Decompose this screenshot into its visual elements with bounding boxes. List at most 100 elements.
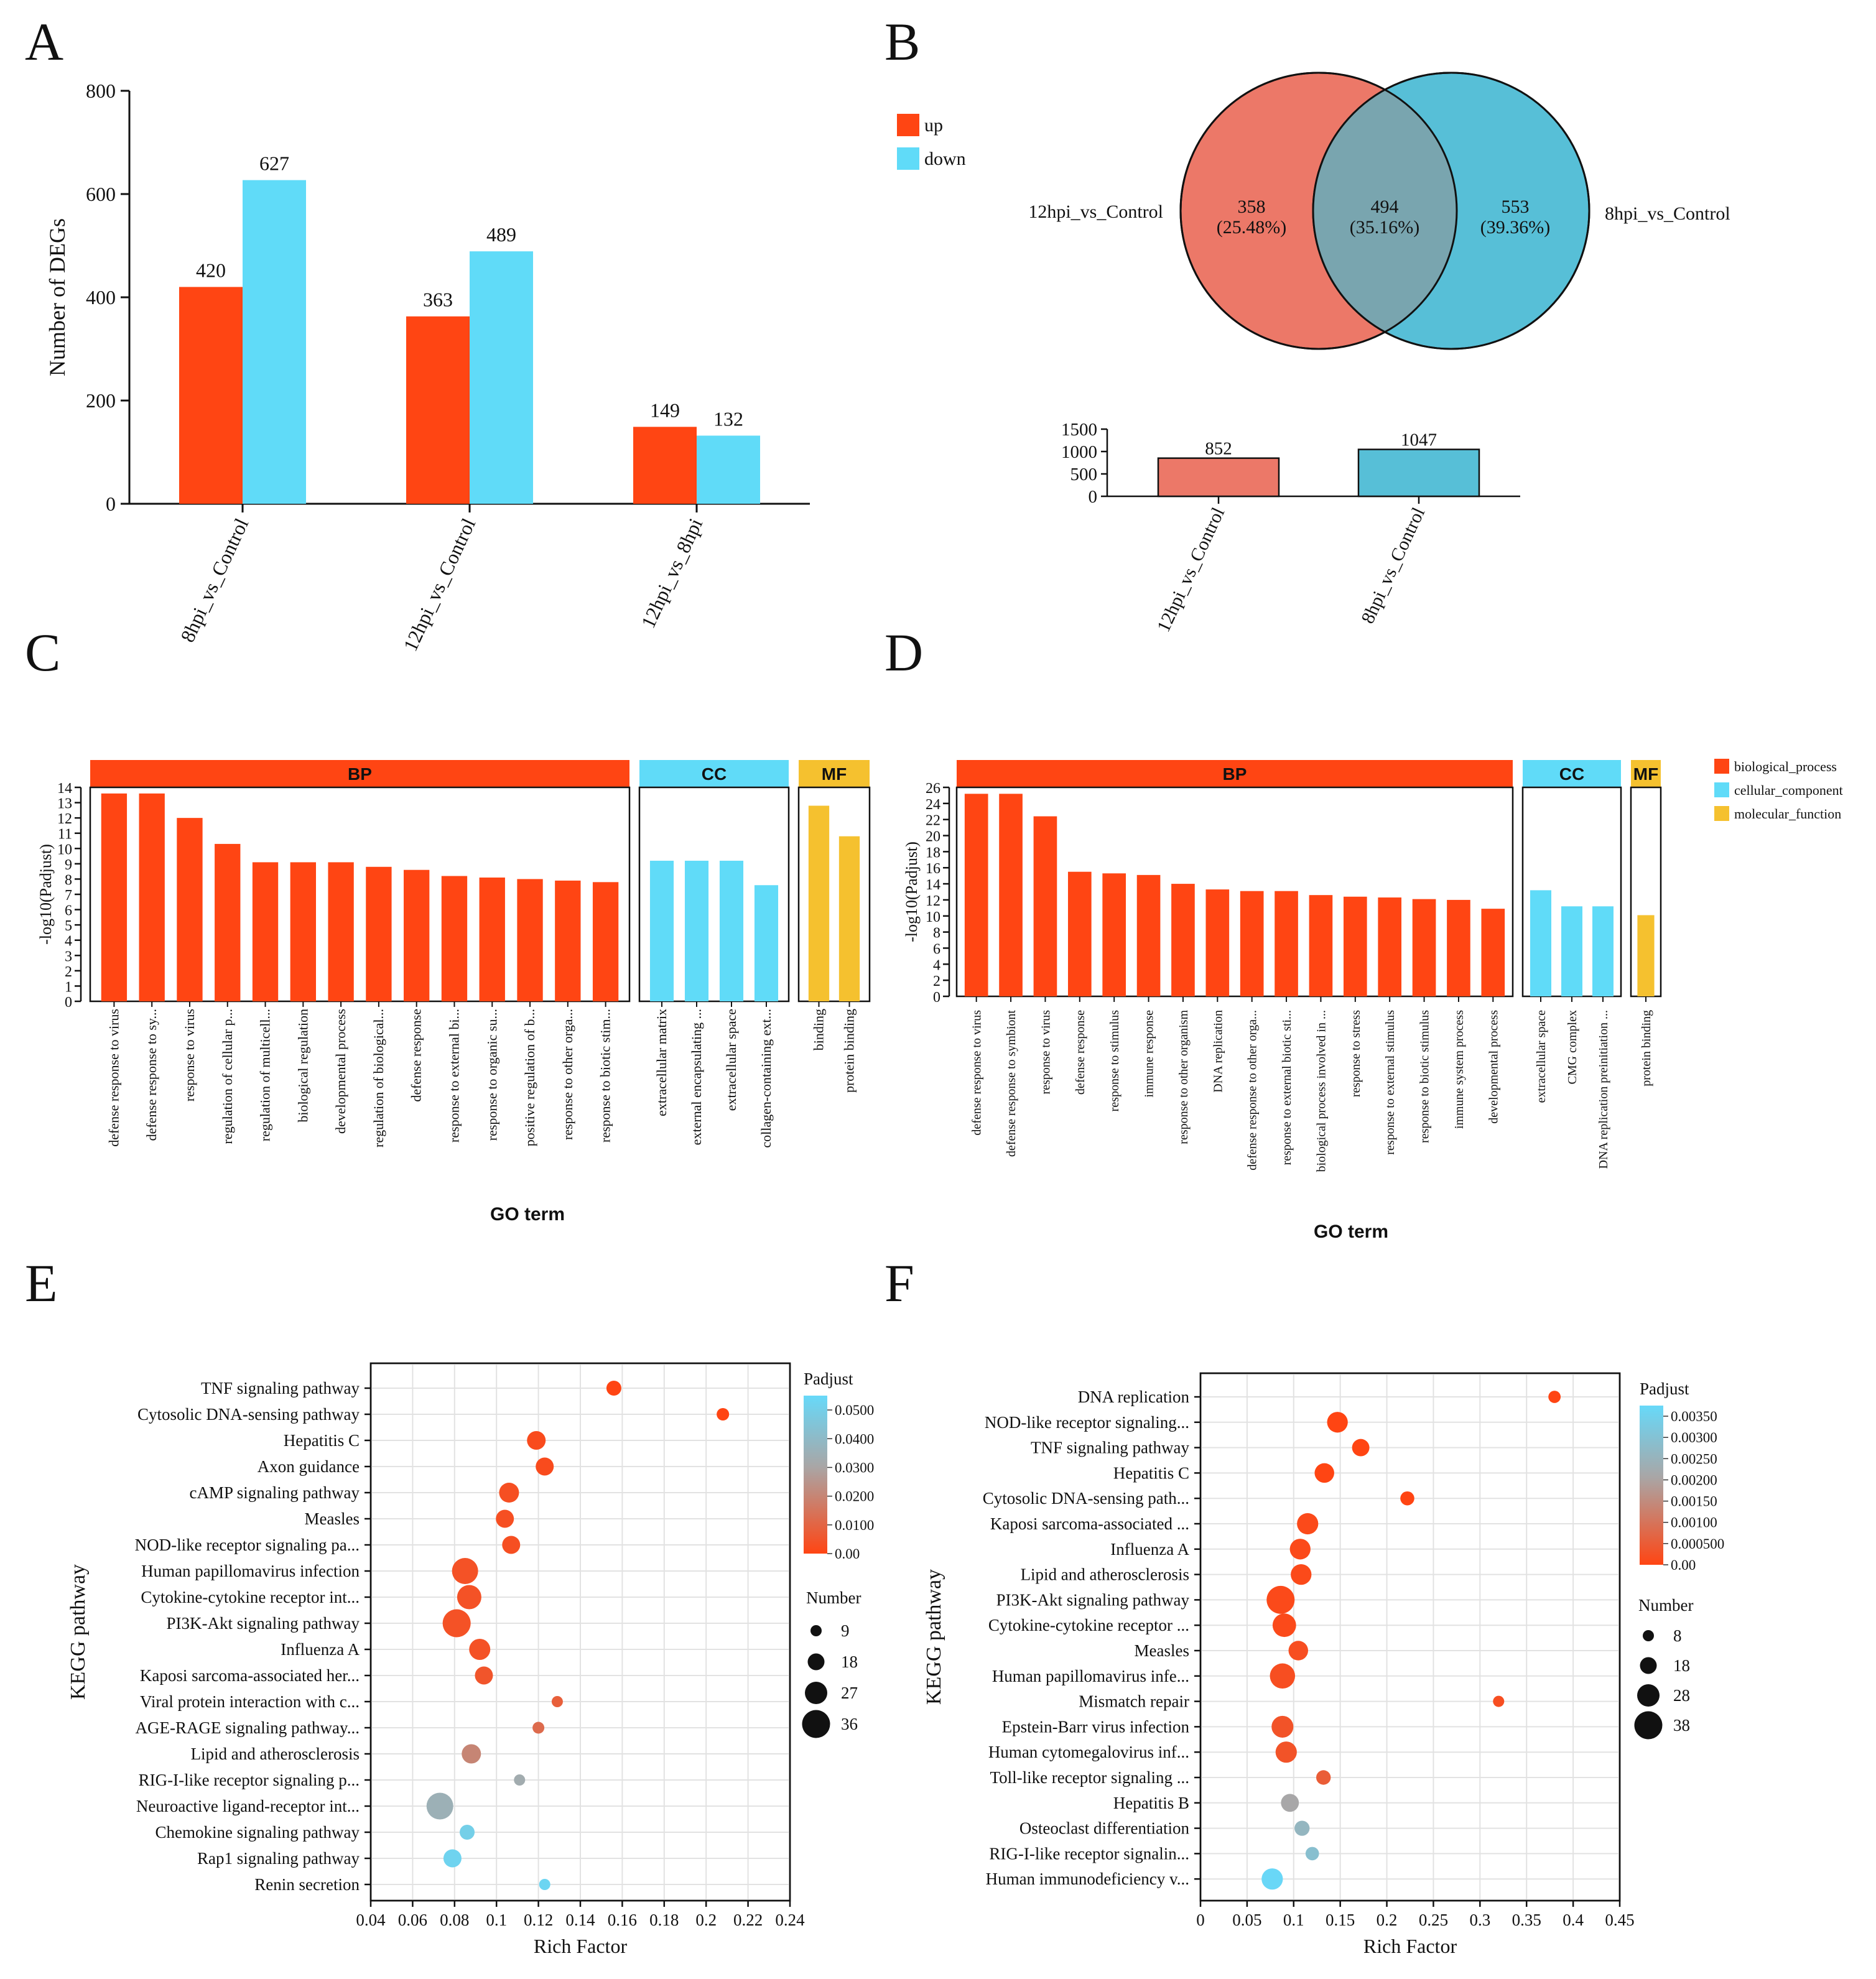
bubble-point — [442, 1609, 471, 1638]
y-tick-label: 3 — [65, 948, 72, 965]
go-term-label: CMG complex — [1566, 1010, 1579, 1084]
y-tick-label: 13 — [57, 796, 72, 812]
color-legend-label: 0.00300 — [1671, 1430, 1717, 1445]
go-bar-CC — [754, 885, 779, 1001]
size-legend-circle — [1640, 1657, 1657, 1674]
color-legend-label: 0.00150 — [1671, 1494, 1717, 1509]
bubble-point — [1291, 1564, 1312, 1585]
pathway-label: Viral protein interaction with c... — [140, 1692, 360, 1711]
go-term-label: response to external bi... — [446, 1009, 462, 1142]
x-tick-label: 0.16 — [608, 1911, 637, 1929]
go-bar-BP — [441, 876, 468, 1001]
y-axis-title: Number of DEGs — [45, 218, 70, 376]
bubble-point — [1316, 1770, 1331, 1785]
size-legend-label: 9 — [841, 1621, 850, 1640]
go-bar-BP — [1102, 873, 1126, 996]
bubble-point — [514, 1774, 526, 1786]
go-bar-BP — [1205, 889, 1230, 996]
size-legend-circle — [807, 1653, 825, 1671]
set-size-y-tick-label: 500 — [1070, 465, 1098, 484]
facet-header-BP — [90, 760, 629, 787]
x-tick-label: 0.45 — [1605, 1911, 1634, 1929]
legend-swatch-biological_process — [1714, 759, 1729, 774]
pathway-label: Cytosolic DNA-sensing pathway — [137, 1405, 360, 1424]
y-tick-label: 14 — [57, 781, 72, 797]
bar-value-label: 149 — [650, 399, 680, 421]
x-tick-label: 0.08 — [440, 1911, 469, 1929]
pathway-label: Hepatitis C — [1113, 1463, 1189, 1482]
x-tick-label: 0.2 — [695, 1911, 717, 1929]
pathway-label: Kaposi sarcoma-associated ... — [990, 1514, 1189, 1533]
size-legend-label: 27 — [841, 1684, 858, 1702]
go-term-label: defense response — [409, 1009, 424, 1102]
go-term-label: immune system process — [1452, 1010, 1466, 1129]
color-legend-bar — [804, 1396, 827, 1554]
go-bar-BP — [555, 880, 581, 1001]
go-term-label: collagen-containing ext... — [758, 1009, 774, 1148]
y-tick-label: 12 — [57, 811, 72, 827]
set-size-y-tick-label: 1500 — [1061, 420, 1097, 440]
facet-header-MF — [1631, 760, 1661, 787]
go-term-label: response to other organism — [1177, 1010, 1191, 1144]
bubble-point — [527, 1431, 546, 1450]
go-bar-CC — [1592, 906, 1614, 996]
bubble-point — [1271, 1715, 1294, 1738]
go-bar-BP — [592, 882, 619, 1001]
color-legend-title: Padjust — [804, 1370, 853, 1388]
facet-header-label-CC: CC — [1559, 764, 1584, 784]
facet-header-BP — [957, 760, 1513, 787]
y-axis-title: KEGG pathway — [922, 1569, 945, 1705]
go-term-label: defense response — [1074, 1010, 1087, 1095]
legend-swatch-up — [897, 114, 919, 136]
set-size-bar-value: 1047 — [1401, 430, 1437, 450]
go-bar-BP — [1033, 816, 1057, 996]
y-tick-label: 8 — [933, 925, 940, 942]
size-legend-title: Number — [806, 1588, 861, 1607]
size-legend-label: 8 — [1673, 1626, 1682, 1645]
pathway-label: NOD-like receptor signaling pa... — [135, 1536, 360, 1554]
go-bar-BP — [999, 794, 1023, 996]
bubble-point — [539, 1879, 550, 1890]
go-term-label: defense response to virus — [106, 1009, 121, 1147]
x-tick-label: 0 — [1196, 1911, 1205, 1929]
pathway-label: TNF signaling pathway — [201, 1379, 360, 1397]
set-size-bar — [1157, 457, 1280, 498]
go-term-label: response to stimulus — [1108, 1010, 1121, 1112]
color-legend-bar — [1640, 1406, 1663, 1565]
go-term-label: defense response to sy... — [144, 1009, 159, 1141]
go-bar-CC — [1530, 890, 1551, 996]
go-term-label: response to biotic stimulus — [1418, 1010, 1432, 1143]
go-term-label: defense response to virus — [970, 1010, 984, 1136]
x-tick-label: 0.3 — [1469, 1911, 1490, 1929]
x-tick-label: 0.4 — [1563, 1911, 1584, 1929]
bar-up — [406, 316, 470, 504]
bubble-point — [457, 1585, 481, 1610]
bubble-point — [496, 1509, 514, 1528]
x-tick-label: 0.05 — [1232, 1911, 1261, 1929]
panel-letter-F: F — [885, 1253, 914, 1313]
set-size-y-tick-label: 0 — [1089, 487, 1098, 507]
go-bar-BP — [517, 879, 543, 1001]
go-bar-BP — [1171, 884, 1195, 996]
color-legend-label: 0.0400 — [835, 1431, 874, 1447]
go-term-label: extracellular matrix — [654, 1009, 669, 1116]
bar-up — [179, 287, 243, 504]
legend-swatch-down — [897, 147, 919, 170]
y-tick-label: 20 — [926, 829, 940, 845]
size-legend-label: 18 — [841, 1652, 858, 1671]
go-term-label: biological regulation — [295, 1009, 310, 1123]
bubble-point — [460, 1825, 475, 1840]
go-term-label: extracellular space — [1535, 1010, 1548, 1103]
size-legend-circle — [1634, 1711, 1663, 1740]
go-term-label: protein binding — [842, 1009, 857, 1093]
go-bar-BP — [290, 862, 316, 1001]
panel-letter-C: C — [25, 623, 60, 682]
go-bar-BP — [1136, 874, 1161, 996]
pathway-label: Measles — [305, 1509, 360, 1528]
facet-panel-BP — [955, 786, 1514, 998]
y-tick-label: 400 — [86, 286, 116, 308]
y-tick-label: 600 — [86, 183, 116, 205]
bubble-point — [606, 1381, 621, 1396]
bubble-point — [499, 1483, 519, 1503]
